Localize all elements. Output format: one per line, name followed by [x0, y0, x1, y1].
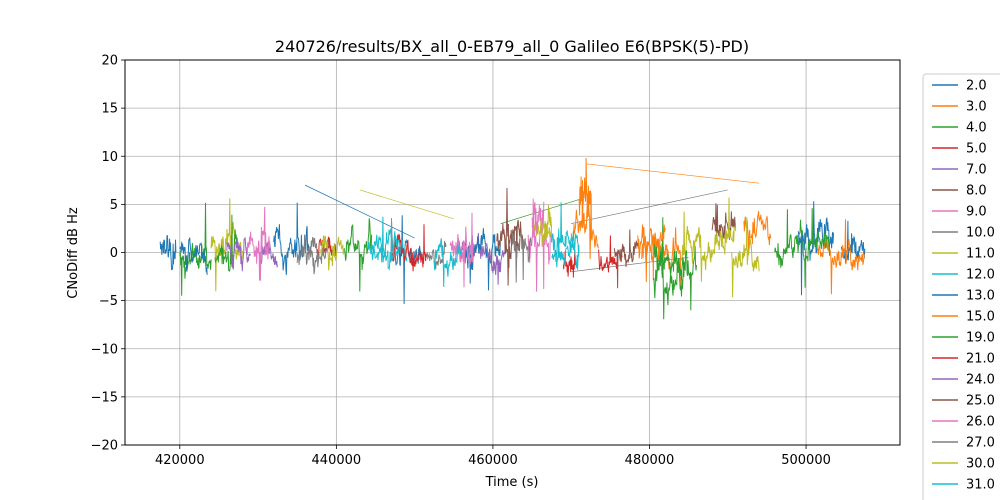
legend-label: 25.0: [966, 394, 995, 409]
legend-label: 3.0: [966, 100, 987, 115]
series-line: [210, 198, 243, 292]
series-connector-line: [586, 163, 760, 184]
series-line: [480, 242, 506, 285]
series-line: [570, 180, 600, 260]
series-line: [179, 237, 208, 275]
series-connector-line: [304, 184, 415, 239]
y-tick-label: 10: [101, 150, 118, 165]
y-tick-label: −10: [91, 342, 118, 357]
legend-label: 26.0: [966, 415, 995, 430]
series-line: [680, 197, 737, 282]
series-line: [496, 223, 521, 286]
legend-label: 13.0: [966, 289, 995, 304]
series-line: [343, 218, 373, 292]
legend-label: 4.0: [966, 121, 987, 136]
legend-entries: 2.0 3.0 4.0 5.0 7.0 8.0 9.0 10.0 11.0 12.0 13.0 15.…: [932, 79, 995, 493]
series-line: [449, 226, 474, 288]
legend-label: 21.0: [966, 352, 995, 367]
y-axis: −20 −15 −10 −5 0 5 10 15 20: [91, 54, 125, 454]
legend-label: 10.0: [966, 226, 995, 241]
series-line: [504, 187, 525, 269]
x-tick-label: 440000: [312, 453, 362, 468]
series-connector-line: [571, 189, 728, 224]
y-tick-label: 15: [101, 102, 118, 117]
series-line: [551, 202, 580, 259]
series-line: [410, 224, 427, 272]
series-line: [320, 235, 345, 271]
plot-area: [124, 59, 901, 446]
series-line: [245, 206, 271, 281]
legend-label: 30.0: [966, 457, 995, 472]
y-axis-label: CNoDiff dB Hz: [66, 207, 81, 299]
series-line: [367, 218, 400, 271]
series-line: [527, 221, 553, 292]
x-axis: 420000 440000 460000 480000 500000: [155, 445, 831, 468]
y-tick-label: −15: [91, 390, 118, 405]
series-line: [817, 219, 866, 295]
y-tick-label: 0: [110, 246, 118, 261]
series-line: [731, 217, 760, 298]
series-line: [159, 234, 177, 271]
series-line: [296, 234, 318, 275]
series-line: [805, 208, 830, 262]
legend-box: [922, 73, 1000, 500]
series-line: [743, 211, 772, 251]
series-connector-line: [359, 189, 454, 220]
series-line: [433, 238, 463, 288]
legend-label: 31.0: [966, 478, 995, 493]
legend-label: 2.0: [966, 79, 987, 94]
x-tick-label: 500000: [781, 453, 831, 468]
series-line: [426, 240, 447, 270]
x-axis-label: Time (s): [485, 475, 539, 490]
legend-label: 11.0: [966, 247, 995, 262]
legend-label: 7.0: [966, 163, 987, 178]
series-line: [774, 209, 807, 288]
series-line: [257, 241, 279, 269]
legend-label: 5.0: [966, 142, 987, 157]
legend-label: 27.0: [966, 436, 995, 451]
x-tick-label: 460000: [468, 453, 518, 468]
series-line: [390, 221, 412, 262]
series-line: [226, 237, 251, 272]
series-line: [711, 203, 737, 240]
series-line: [637, 224, 666, 283]
legend-label: 24.0: [966, 373, 995, 388]
series-line: [308, 236, 329, 268]
series-line: [652, 252, 686, 320]
legend-label: 12.0: [966, 268, 995, 283]
y-tick-label: 5: [110, 198, 118, 213]
y-tick-label: 20: [101, 54, 118, 69]
legend: 2.0 3.0 4.0 5.0 7.0 8.0 9.0 10.0 11.0 12.0 13.0 15.…: [922, 73, 1000, 500]
legend-label: 19.0: [966, 331, 995, 346]
legend-label: 9.0: [966, 205, 987, 220]
legend-label: 8.0: [966, 184, 987, 199]
series-line: [840, 220, 866, 264]
series-line: [539, 204, 553, 247]
series-line: [214, 214, 239, 272]
series-line: [613, 229, 639, 289]
chart-title: 240726/results/BX_all_0-EB79_all_0 Galil…: [275, 37, 749, 57]
x-tick-label: 420000: [155, 453, 205, 468]
series-line: [512, 232, 533, 283]
series-line: [551, 228, 580, 270]
y-tick-label: −5: [99, 294, 118, 309]
legend-label: 15.0: [966, 310, 995, 325]
series-line: [578, 157, 592, 219]
x-tick-label: 480000: [625, 453, 675, 468]
data-series: [159, 157, 866, 320]
y-tick-label: −20: [91, 439, 118, 454]
